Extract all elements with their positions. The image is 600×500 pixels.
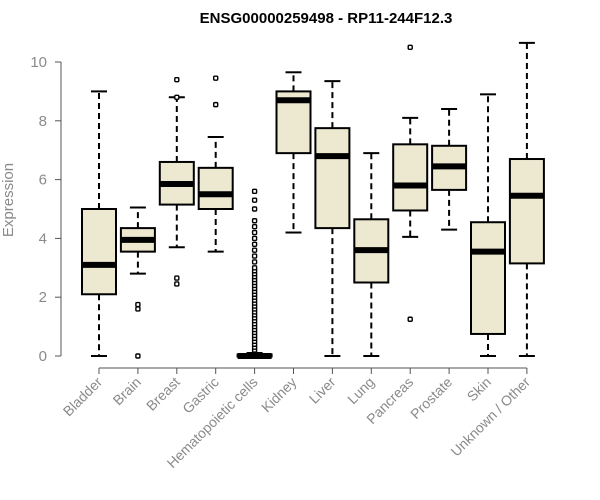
outlier-point <box>251 218 258 224</box>
box-group <box>508 41 545 357</box>
outlier-point <box>135 306 141 312</box>
box-group <box>392 44 429 322</box>
outlier-point <box>251 259 258 265</box>
x-tick-label: Liver <box>306 374 339 407</box>
outlier-point <box>251 235 258 242</box>
outlier-point <box>212 101 219 108</box>
outlier-point <box>251 197 258 203</box>
box <box>508 158 545 265</box>
box-group <box>119 206 156 359</box>
y-tick-label: 10 <box>30 54 47 71</box>
box-group <box>275 71 312 234</box>
y-tick-label: 2 <box>39 289 47 306</box>
outlier-point <box>135 353 141 359</box>
box-group <box>158 76 195 287</box>
x-tick-label: Brain <box>110 374 144 408</box>
outlier-point <box>251 206 258 212</box>
box-group <box>431 108 468 231</box>
outlier-point <box>251 229 258 236</box>
outlier-point <box>251 247 258 253</box>
y-axis: 0 2 4 6 8 10 <box>30 54 62 365</box>
y-tick-label: 4 <box>39 230 47 247</box>
outlier-point <box>174 76 180 83</box>
x-tick-label: Breast <box>143 374 183 414</box>
outlier-point <box>251 223 258 230</box>
y-tick-label: 6 <box>39 172 47 189</box>
box-group <box>236 188 273 359</box>
outlier-point <box>251 253 258 259</box>
x-tick-label: Kidney <box>258 374 300 416</box>
outlier-point <box>212 75 219 81</box>
chart-title: ENSG00000259498 - RP11-244F12.3 <box>200 10 453 27</box>
box-group <box>353 152 390 357</box>
box-group <box>314 80 351 357</box>
outlier-point <box>174 275 180 281</box>
box <box>314 127 351 230</box>
y-axis-label: Expression <box>0 163 17 237</box>
x-tick-label: Skin <box>464 374 495 405</box>
box <box>81 208 117 296</box>
y-tick-label: 8 <box>39 113 47 130</box>
outlier-point <box>407 44 413 50</box>
outlier-point <box>407 316 413 322</box>
plot-area <box>81 41 545 359</box>
box-group <box>197 75 234 253</box>
outlier-point <box>251 265 258 271</box>
outlier-point <box>174 94 180 100</box>
outlier-point <box>251 241 258 247</box>
outlier-point <box>174 281 180 287</box>
x-tick-label: Bladder <box>60 374 106 420</box>
y-tick-label: 0 <box>39 348 47 365</box>
outlier-point <box>135 301 141 308</box>
box <box>392 143 429 212</box>
box-group <box>470 93 506 357</box>
outlier-point <box>251 188 258 195</box>
box-group <box>81 90 117 357</box>
x-tick-label: Prostate <box>407 374 455 422</box>
x-tick-label: Lung <box>344 374 377 407</box>
box <box>197 166 234 210</box>
box <box>470 221 506 335</box>
